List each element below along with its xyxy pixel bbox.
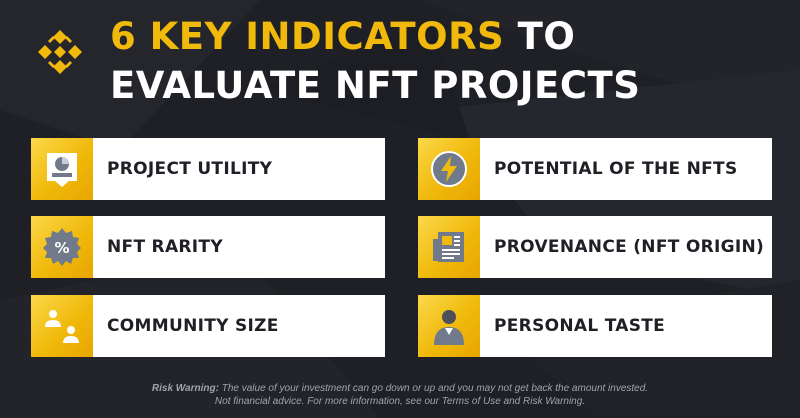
indicator-label: PROJECT UTILITY [107, 159, 273, 179]
page-title: 6 KEY INDICATORS TO EVALUATE NFT PROJECT… [110, 12, 640, 110]
risk-warning-text: The value of your investment can go down… [218, 383, 649, 394]
indicator-card-potential: POTENTIAL OF THE NFTS [418, 138, 772, 200]
risk-warning: Risk Warning: The value of your investme… [0, 382, 800, 408]
brand-logo-icon [34, 26, 86, 78]
percent-badge-icon: % [31, 216, 93, 278]
person-icon [418, 295, 480, 357]
risk-warning-line2: Not financial advice. For more informati… [214, 396, 586, 407]
indicator-card-community-size: COMMUNITY SIZE [31, 295, 385, 357]
indicator-label: NFT RARITY [107, 237, 223, 257]
indicator-card-provenance: PROVENANCE (NFT ORIGIN) [418, 216, 772, 278]
indicator-card-personal-taste: PERSONAL TASTE [418, 295, 772, 357]
svg-text:%: % [54, 239, 69, 257]
indicator-label: COMMUNITY SIZE [107, 316, 279, 336]
indicator-label: PROVENANCE (NFT ORIGIN) [494, 237, 765, 257]
title-highlight: 6 KEY INDICATORS [110, 15, 505, 58]
title-line2: EVALUATE NFT PROJECTS [110, 64, 641, 107]
lightning-bolt-icon [418, 138, 480, 200]
indicator-card-nft-rarity: % NFT RARITY [31, 216, 385, 278]
people-icon [31, 295, 93, 357]
presentation-chart-icon [31, 138, 93, 200]
document-icon [418, 216, 480, 278]
indicator-label: PERSONAL TASTE [494, 316, 666, 336]
indicator-label: POTENTIAL OF THE NFTS [494, 159, 738, 179]
indicator-card-project-utility: PROJECT UTILITY [31, 138, 385, 200]
title-line1-rest: TO [504, 15, 576, 58]
risk-warning-line1: Risk Warning: The value of your investme… [0, 382, 800, 395]
risk-warning-label: Risk Warning: [151, 383, 219, 394]
